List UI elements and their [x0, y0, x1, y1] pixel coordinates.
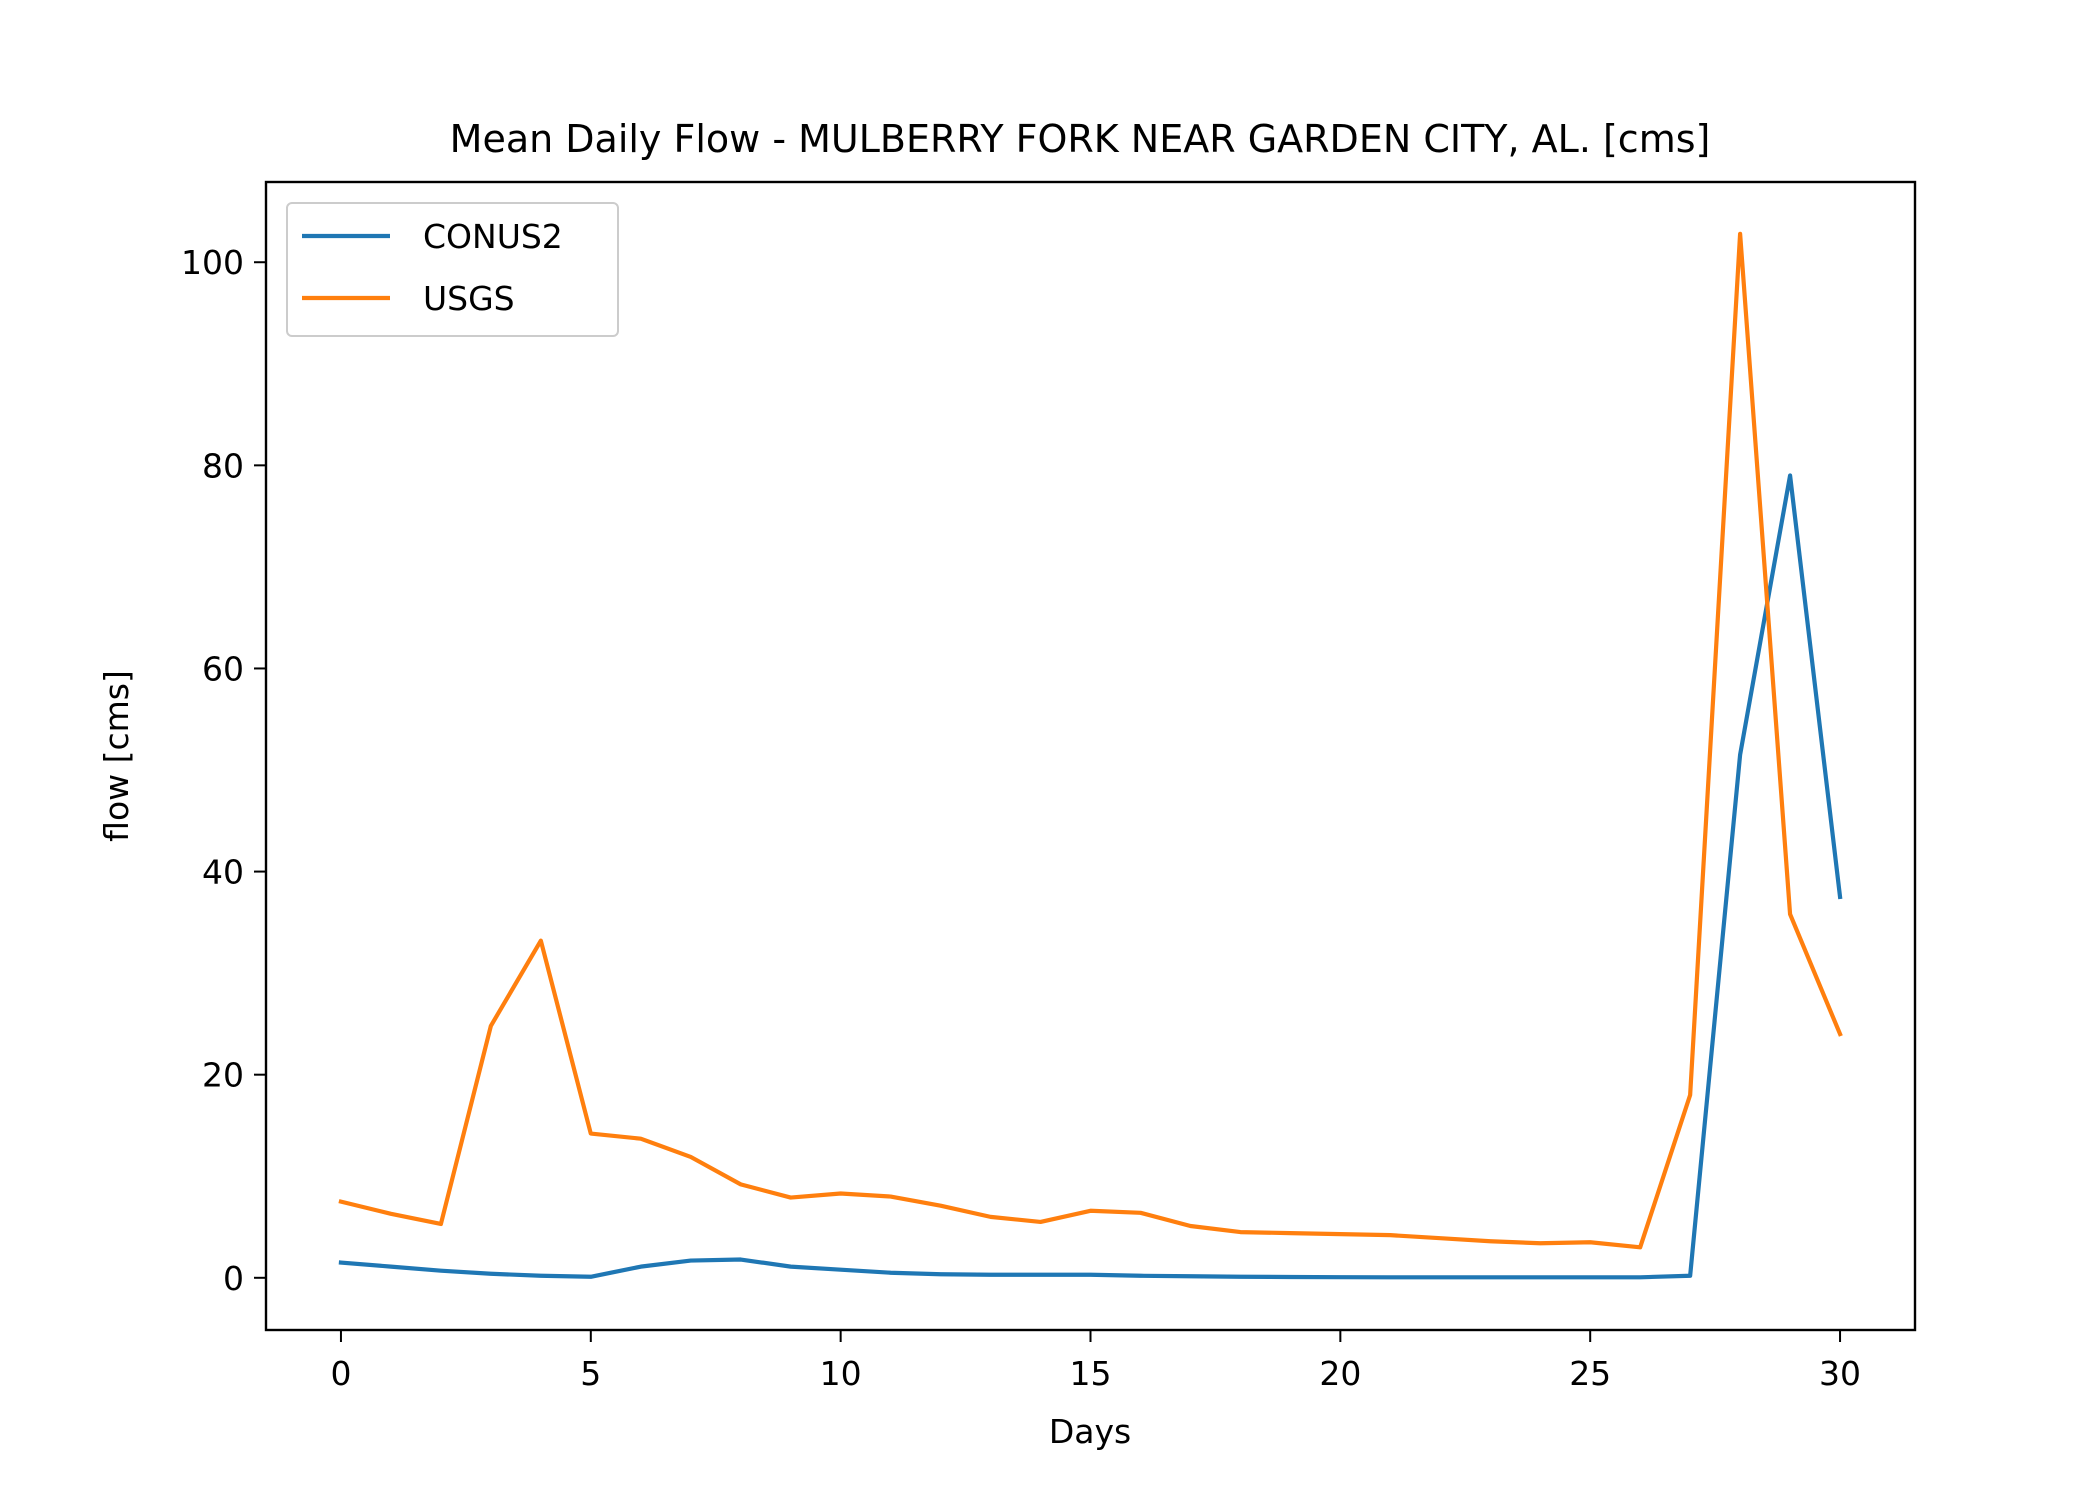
- chart-title: Mean Daily Flow - MULBERRY FORK NEAR GAR…: [450, 117, 1711, 161]
- y-tick-label: 40: [202, 853, 244, 892]
- x-tick-label: 30: [1819, 1354, 1861, 1393]
- y-tick-label: 60: [202, 649, 244, 688]
- x-tick-label: 15: [1070, 1354, 1112, 1393]
- y-tick-label: 0: [223, 1259, 244, 1298]
- y-tick-label: 100: [181, 243, 244, 282]
- y-axis-label: flow [cms]: [97, 670, 136, 842]
- x-tick-label: 20: [1319, 1354, 1361, 1393]
- series-line-usgs: [338, 231, 1843, 1250]
- plot-lines: [338, 231, 1843, 1280]
- x-axis-label: Days: [1049, 1412, 1131, 1451]
- legend: CONUS2 USGS: [286, 202, 619, 337]
- legend-label-usgs: USGS: [423, 279, 515, 318]
- x-tick-label: 10: [820, 1354, 862, 1393]
- y-tick-label: 20: [202, 1056, 244, 1095]
- y-tick-label: 80: [202, 446, 244, 485]
- x-tick-label: 0: [330, 1354, 351, 1393]
- legend-label-conus2: CONUS2: [423, 217, 563, 256]
- x-axis: 0 5 10 15 20 25 30: [330, 1330, 1861, 1393]
- x-tick-label: 25: [1569, 1354, 1611, 1393]
- series-line-conus2: [338, 473, 1843, 1280]
- x-tick-label: 5: [580, 1354, 601, 1393]
- y-axis: 0 20 40 60 80 100: [181, 243, 266, 1298]
